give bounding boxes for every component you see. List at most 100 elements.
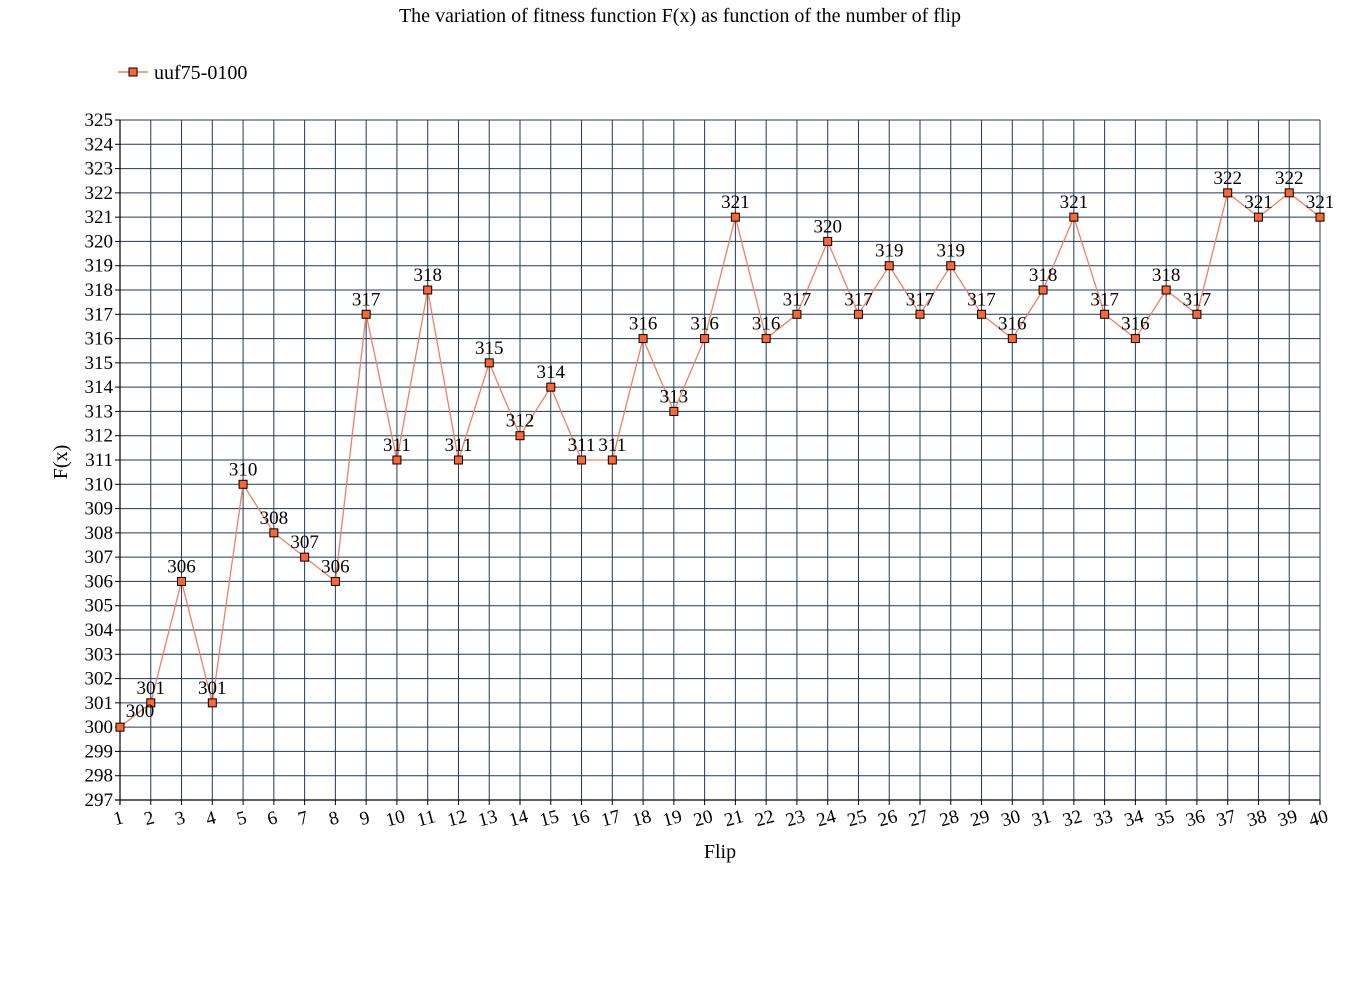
data-label: 311 <box>598 435 626 456</box>
y-tick-label: 322 <box>85 183 114 204</box>
data-point <box>392 455 402 465</box>
data-label: 301 <box>137 678 166 699</box>
data-point <box>330 576 340 586</box>
y-tick-label: 317 <box>85 304 114 325</box>
data-label: 319 <box>937 241 966 262</box>
series-line-group <box>119 191 1321 728</box>
x-tick-label: 28 <box>937 806 961 831</box>
x-tick-label: 19 <box>661 806 685 831</box>
x-tick-label: 14 <box>507 806 531 831</box>
data-point <box>238 479 248 489</box>
y-tick-label: 311 <box>85 450 113 471</box>
data-point <box>792 309 802 319</box>
x-tick-label: 40 <box>1307 806 1331 831</box>
data-label: 300 <box>126 701 155 722</box>
y-tick-label: 313 <box>85 401 114 422</box>
y-tick-label: 307 <box>85 547 114 568</box>
x-tick-label: 18 <box>630 806 654 831</box>
data-point <box>884 261 894 271</box>
data-point <box>484 358 494 368</box>
data-label: 317 <box>783 289 812 310</box>
data-point <box>1223 188 1233 198</box>
data-label: 321 <box>1060 192 1089 213</box>
data-point <box>669 406 679 416</box>
data-label: 321 <box>1306 192 1335 213</box>
y-tick-label: 300 <box>85 717 114 738</box>
data-label: 311 <box>383 435 411 456</box>
data-point <box>1007 334 1017 344</box>
data-point <box>146 698 156 708</box>
x-tick-label: 39 <box>1276 806 1300 831</box>
x-tick-label: 33 <box>1091 806 1115 831</box>
x-tick-label: 2 <box>142 807 157 830</box>
x-tick-label: 1 <box>111 807 126 830</box>
y-tick-label: 325 <box>85 110 114 131</box>
data-point <box>1284 188 1294 198</box>
data-label: 320 <box>813 216 842 237</box>
y-tick-label: 309 <box>85 499 114 520</box>
data-label: 322 <box>1275 168 1304 189</box>
chart-title: The variation of fitness function F(x) a… <box>399 5 961 27</box>
x-tick-label: 5 <box>234 807 249 830</box>
data-point <box>1038 285 1048 295</box>
y-tick-label: 312 <box>85 426 114 447</box>
data-label: 317 <box>906 289 935 310</box>
y-tick-label: 321 <box>85 207 114 228</box>
data-point <box>730 212 740 222</box>
y-tick-label: 297 <box>85 790 114 811</box>
x-tick-label: 7 <box>296 807 311 830</box>
x-tick-label: 24 <box>814 806 838 831</box>
x-tick-label: 12 <box>445 806 469 831</box>
data-label: 322 <box>1213 168 1242 189</box>
data-point <box>823 236 833 246</box>
data-point <box>1315 212 1325 222</box>
data-point <box>1192 309 1202 319</box>
y-tick-label: 305 <box>85 596 114 617</box>
series-line <box>119 191 1321 728</box>
y-axis-ticks: 297 298 299 300 301 302 303 304 305 306 307 308 309 3… <box>85 110 120 811</box>
y-tick-label: 316 <box>85 329 114 350</box>
y-tick-label: 304 <box>85 620 114 641</box>
x-tick-label: 17 <box>599 806 623 831</box>
data-label: 313 <box>660 386 689 407</box>
x-tick-label: 34 <box>1122 806 1146 831</box>
x-tick-label: 32 <box>1061 806 1085 831</box>
data-point <box>1100 309 1110 319</box>
x-tick-label: 21 <box>722 806 746 831</box>
data-label: 318 <box>413 265 442 286</box>
x-tick-label: 22 <box>753 806 777 831</box>
data-point <box>546 382 556 392</box>
data-point <box>1161 285 1171 295</box>
y-tick-label: 318 <box>85 280 114 301</box>
x-tick-label: 4 <box>204 807 219 830</box>
x-tick-label: 15 <box>537 806 561 831</box>
data-point <box>761 334 771 344</box>
data-label: 321 <box>721 192 750 213</box>
x-tick-label: 29 <box>968 806 992 831</box>
data-label: 314 <box>537 362 566 383</box>
data-label: 321 <box>1244 192 1273 213</box>
data-point <box>423 285 433 295</box>
data-point <box>700 334 710 344</box>
data-label: 317 <box>967 289 996 310</box>
x-tick-label: 35 <box>1153 806 1177 831</box>
data-point <box>1253 212 1263 222</box>
data-point <box>853 309 863 319</box>
data-label: 316 <box>690 314 719 335</box>
data-label: 317 <box>844 289 873 310</box>
series-markers <box>115 188 1325 732</box>
y-tick-label: 320 <box>85 231 114 252</box>
legend-marker <box>128 67 138 77</box>
data-point <box>977 309 987 319</box>
y-tick-label: 314 <box>85 377 114 398</box>
grid <box>115 119 1321 805</box>
x-tick-label: 37 <box>1214 806 1238 831</box>
data-point <box>269 528 279 538</box>
data-point <box>515 431 525 441</box>
data-label: 316 <box>998 314 1027 335</box>
data-label: 306 <box>167 556 196 577</box>
x-tick-label: 3 <box>173 807 188 830</box>
data-point <box>638 334 648 344</box>
y-tick-label: 302 <box>85 669 114 690</box>
x-tick-label: 11 <box>415 806 438 831</box>
